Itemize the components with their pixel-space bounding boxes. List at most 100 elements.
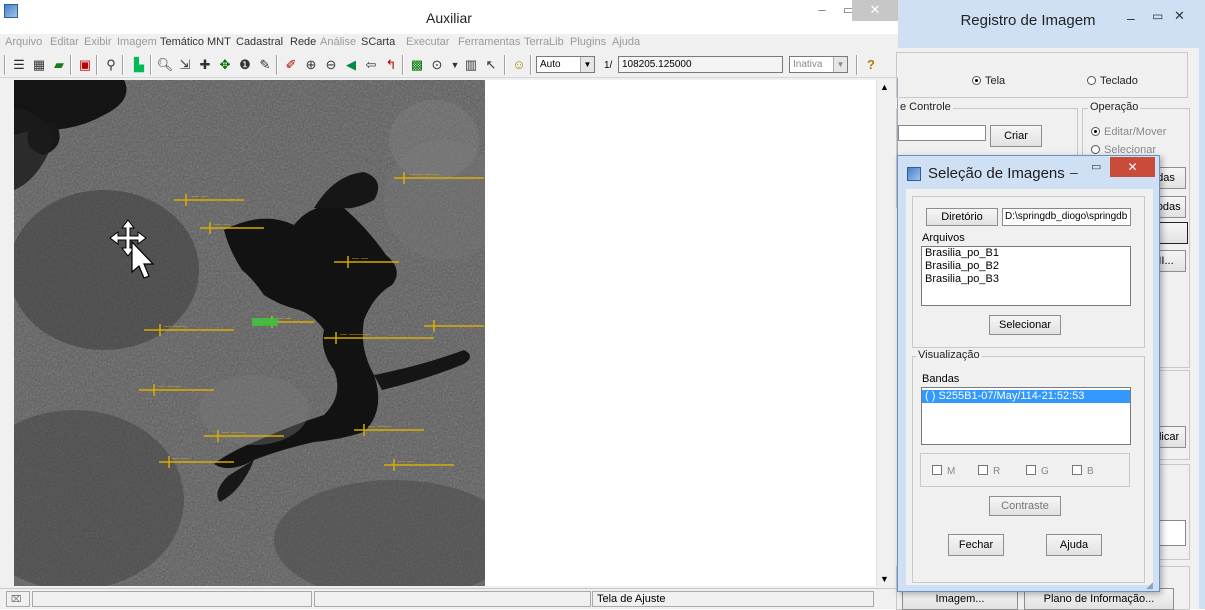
list-item[interactable]: Brasilia_po_B2 — [925, 260, 999, 272]
list-item[interactable]: ( ) S255B1-07/May/114-21:52:53 — [922, 390, 1130, 403]
satellite-image-svg: —— —— — — — — — — — —— — — — ——— — —— — … — [14, 80, 485, 586]
contraste-button[interactable]: Contraste — [989, 496, 1061, 516]
left-edge — [0, 80, 14, 586]
svg-text:— ——: — —— — [368, 423, 391, 430]
diretorio-path-field[interactable]: D:\springdb_diogo\springdb — [1002, 208, 1131, 226]
check-r[interactable]: R — [978, 465, 1000, 477]
svg-text:—— ——: —— —— — [409, 171, 439, 178]
chevron-down-icon[interactable]: ▼ — [580, 57, 594, 72]
layer-icon[interactable]: ▩ — [410, 57, 424, 72]
pan-icon[interactable]: ✥ — [219, 57, 231, 72]
radio-editar-mover[interactable]: Editar/Mover — [1091, 126, 1166, 138]
menu-ajuda[interactable]: Ajuda — [612, 36, 641, 48]
chevron-down-icon[interactable]: ▼ — [833, 57, 847, 72]
minimize-icon[interactable]: – — [1127, 10, 1135, 26]
cursor-icon[interactable]: ↖ — [485, 57, 497, 72]
menu-tematico[interactable]: Temático — [160, 36, 205, 48]
check-g[interactable]: G — [1026, 465, 1049, 477]
plano-informacao-button[interactable]: Plano de Informação... — [1024, 588, 1174, 610]
zoom-mode-select[interactable]: Auto ▼ — [536, 56, 595, 73]
aux-toolbar: ☰ ▦ ▰ ▣ ⚲ ▙ 🔍︎ ⇲ ✚ ✥ ❶ ✎ ✐ ⊕ ⊖ ◀ ⇦ ↰ ▩ ⊙… — [0, 52, 898, 78]
imagem-button[interactable]: Imagem... — [902, 588, 1018, 610]
app-icon — [4, 4, 18, 18]
arrow-left-icon[interactable]: ⇦ — [365, 57, 377, 72]
draw-icon[interactable]: ✐ — [285, 57, 297, 72]
maximize-icon[interactable]: ▭ — [1091, 161, 1102, 173]
layers-icon[interactable]: ☰ — [13, 57, 25, 72]
zoom-in-icon[interactable]: ⊕ — [305, 57, 317, 72]
zoom-icon[interactable]: 🔍︎ — [156, 57, 174, 72]
scale-prefix: 1/ — [604, 60, 613, 71]
radio-selecionar[interactable]: Selecionar — [1091, 144, 1156, 156]
menu-executar[interactable]: Executar — [406, 36, 450, 48]
list-item[interactable]: Brasilia_po_B3 — [925, 273, 999, 285]
menu-analise[interactable]: Análise — [320, 36, 357, 48]
fechar-button[interactable]: Fechar — [948, 534, 1004, 556]
menu-plugins[interactable]: Plugins — [570, 36, 607, 48]
zoom-in-area-icon[interactable]: ⇲ — [179, 57, 191, 72]
svg-text:— —: — — — [276, 315, 292, 322]
menu-editar[interactable]: Editar — [50, 36, 79, 48]
satellite-image[interactable]: —— —— — — — — — — — —— — — — ——— — —— — … — [14, 80, 485, 586]
check-b-label: B — [1087, 466, 1094, 477]
check-m[interactable]: M — [932, 465, 955, 477]
table-icon[interactable]: ▥ — [464, 57, 478, 72]
maximize-icon[interactable]: ▭ — [1152, 9, 1164, 23]
diretorio-button[interactable]: Diretório — [926, 208, 998, 226]
menu-exibir[interactable]: Exibir — [84, 36, 112, 48]
resize-grip-icon[interactable]: ◢ — [1146, 580, 1153, 590]
minimize-icon[interactable]: – — [818, 2, 826, 17]
menu-mnt[interactable]: MNT — [207, 36, 231, 48]
svg-text:— ——: — —— — [222, 429, 245, 436]
radio-tela-label: Tela — [985, 75, 1006, 87]
close-icon[interactable]: ✕ — [852, 0, 898, 21]
radio-tela[interactable]: Tela — [972, 75, 1005, 87]
arquivos-list[interactable]: Brasilia_po_B1 Brasilia_po_B2 Brasilia_p… — [921, 246, 1131, 306]
minimize-icon[interactable]: – — [1070, 164, 1078, 180]
menu-scarta[interactable]: SCarta — [361, 36, 396, 48]
palette-icon[interactable]: ☺ — [512, 57, 526, 72]
menu-cadastral[interactable]: Cadastral — [236, 36, 284, 48]
zoom-out-icon[interactable]: ⊖ — [325, 57, 337, 72]
cross-icon[interactable]: ✚ — [199, 57, 211, 72]
scale-field[interactable]: 108205.125000 — [618, 56, 783, 73]
aux-window-title: Auxiliar — [426, 10, 472, 26]
menu-ferramentas[interactable]: Ferramentas — [458, 36, 521, 48]
menu-terralib[interactable]: TerraLib — [524, 36, 564, 48]
info-icon[interactable]: ❶ — [239, 57, 251, 72]
window-icon[interactable]: ▣ — [78, 57, 92, 72]
vertical-scrollbar[interactable]: ▲ ▼ — [876, 80, 893, 586]
aux-status-bar: ⌧ Tela de Ajuste — [0, 588, 898, 609]
svg-text:— —: — — — [398, 458, 414, 465]
controle-name-field[interactable] — [898, 125, 986, 141]
scroll-down-icon[interactable]: ▼ — [880, 574, 889, 584]
check-m-label: M — [947, 466, 956, 477]
status-select[interactable]: Inativa ▼ — [789, 56, 848, 73]
bandas-list[interactable]: ( ) S255B1-07/May/114-21:52:53 — [921, 387, 1131, 445]
zoom-prev-icon[interactable]: ◀ — [346, 57, 356, 72]
menu-imagem[interactable]: Imagem — [117, 36, 157, 48]
menu-rede[interactable]: Rede — [290, 36, 317, 48]
polygon-icon[interactable]: ▰ — [54, 57, 64, 72]
grid-icon[interactable]: ▦ — [32, 57, 46, 72]
dropdown-icon[interactable]: ▼ — [450, 60, 460, 70]
selecionar-button[interactable]: Selecionar — [989, 315, 1061, 335]
ajuda-button[interactable]: Ajuda — [1046, 534, 1102, 556]
close-icon[interactable]: ✕ — [1174, 8, 1185, 23]
menu-arquivo[interactable]: Arquivo — [5, 36, 43, 48]
status-icon: ⌧ — [6, 591, 30, 607]
close-icon[interactable]: ✕ — [1110, 157, 1155, 177]
check-b[interactable]: B — [1072, 465, 1094, 477]
radio-teclado[interactable]: Teclado — [1087, 75, 1138, 87]
scale-value: 108205.125000 — [622, 59, 692, 70]
undo-icon[interactable]: ↰ — [385, 57, 397, 72]
tool-icon[interactable]: ✎ — [259, 57, 271, 72]
scroll-up-icon[interactable]: ▲ — [880, 82, 889, 92]
help-icon[interactable]: ? — [867, 57, 875, 72]
list-item[interactable]: Brasilia_po_B1 — [925, 247, 999, 259]
search-icon[interactable]: ⊙ — [431, 57, 443, 72]
reg-window-title: Registro de Imagem — [960, 12, 1096, 29]
criar-button[interactable]: Criar — [990, 125, 1042, 147]
map-icon[interactable]: ▙ — [134, 57, 144, 72]
pointer-icon[interactable]: ⚲ — [106, 57, 116, 72]
